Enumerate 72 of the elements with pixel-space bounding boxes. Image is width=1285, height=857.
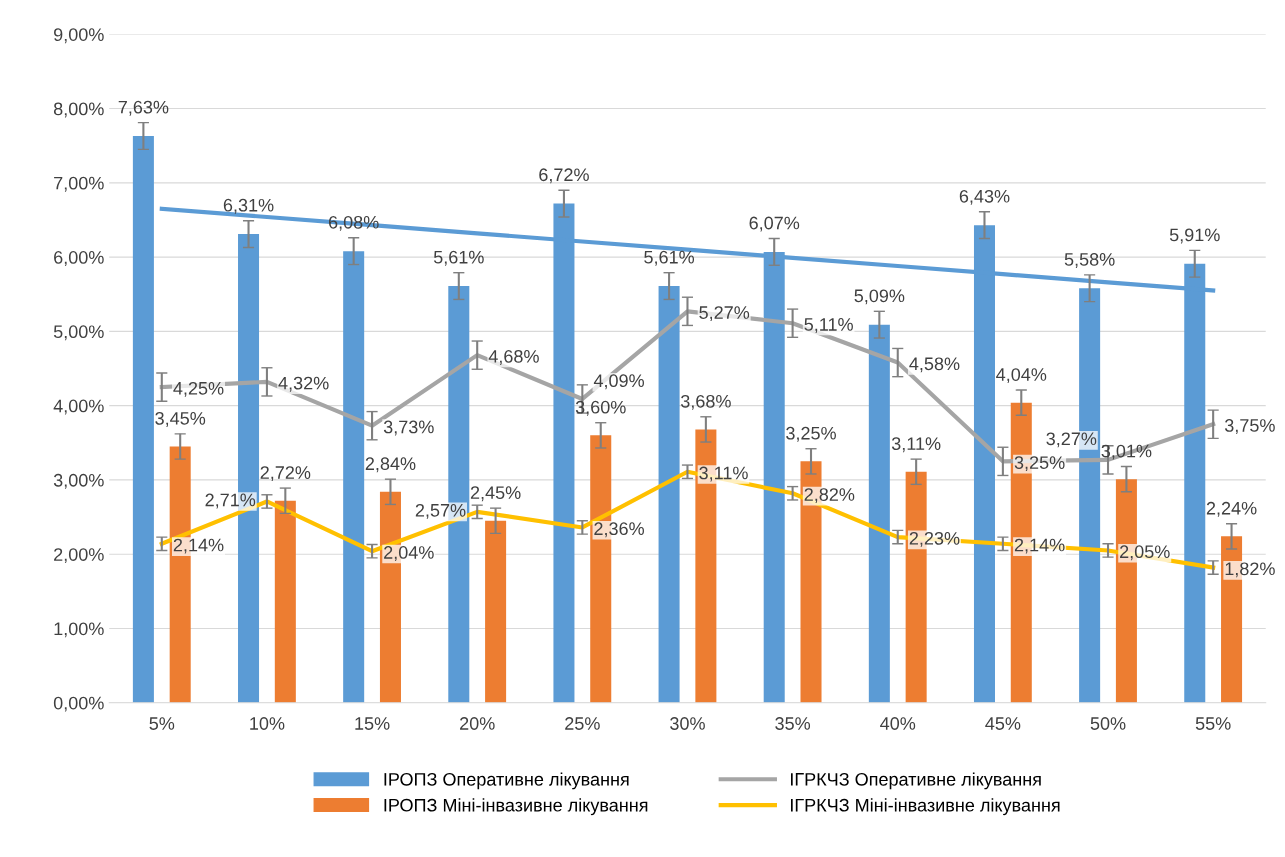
data-label: 4,09% [593,374,644,390]
data-label: 4,68% [488,349,539,365]
y-tick-label: 6,00% [54,251,104,266]
data-label: 2,71% [205,493,256,509]
data-label: 2,82% [804,488,855,504]
y-tick-label: 7,00% [54,176,104,192]
x-tick-label: 15% [355,717,390,730]
x-tick-label: 45% [985,717,1021,730]
y-tick-label: 4,00% [53,399,104,415]
data-label: 5,09% [854,289,905,305]
data-label: 3,25% [1014,456,1065,472]
data-label: 2,72% [260,466,311,482]
y-tick-label: 1,00% [54,622,104,638]
x-tick-label: 55% [1195,717,1231,730]
data-label: 3,75% [1224,419,1275,434]
data-label: 6,43% [959,189,1010,205]
data-label: 2,24% [1206,501,1257,517]
data-label: 4,58% [909,357,960,373]
data-label: 2,45% [470,486,521,502]
x-tick-label: 10% [250,717,285,730]
bar [485,520,507,703]
data-label: 2,14% [1014,538,1065,554]
data-label: 4,04% [996,368,1047,384]
data-label: 5,11% [804,318,853,333]
data-label: 5,61% [433,250,484,266]
data-label: 3,11% [891,437,941,453]
data-label: 3,25% [786,426,836,442]
data-label: 2,84% [365,457,416,473]
data-label: 2,05% [1120,545,1170,561]
legend-label: ІРОПЗ Міні-інвазивне лікування [384,798,648,816]
y-tick-label: 9,00% [54,28,104,44]
legend-label: ІРОПЗ Оперативне лікування [384,772,629,790]
data-label: 2,36% [594,522,644,538]
x-tick-label: 5% [149,717,175,730]
data-label: 2,14% [173,538,224,554]
x-tick-label: 25% [565,717,600,730]
data-label: 5,58% [1064,253,1115,268]
data-label: 2,04% [384,546,434,561]
data-label: 6,07% [749,216,800,232]
data-label: 4,32% [278,376,329,392]
data-label: 3,11% [699,466,748,482]
data-label: 5,91% [1169,228,1220,244]
legend-label: ІГРКЧЗ Міні-інвазивне лікування [791,798,1060,816]
data-label: 3,27% [1046,432,1097,448]
data-label: 7,63% [118,100,169,116]
data-label: 3,68% [680,394,731,410]
bar [343,251,365,703]
data-label: 2,23% [909,531,960,547]
y-tick-label: 3,00% [53,473,104,489]
y-tick-label: 8,00% [53,102,104,118]
x-tick-label: 20% [460,717,495,730]
data-label: 2,57% [415,503,466,519]
bar [658,286,680,703]
data-label: 1,82% [1225,562,1275,578]
legend-label: ІГРКЧЗ Оперативне лікування [791,772,1041,790]
x-tick-label: 40% [880,717,916,730]
x-tick-label: 50% [1090,717,1126,730]
data-label: 3,45% [155,411,206,427]
data-label: 3,73% [383,420,434,436]
y-tick-label: 2,00% [54,548,104,564]
x-tick-label: 35% [775,717,811,730]
y-tick-label: 0,00% [53,696,104,712]
x-tick-label: 30% [670,717,705,730]
data-label: 6,31% [223,198,274,214]
bar [868,324,890,703]
bar [132,136,154,703]
data-label: 6,72% [539,168,589,184]
bar [274,500,296,703]
data-label: 5,27% [699,306,750,322]
data-label: 5,61% [644,250,695,266]
data-label: 4,25% [173,381,224,397]
y-tick-label: 5,00% [53,325,104,341]
